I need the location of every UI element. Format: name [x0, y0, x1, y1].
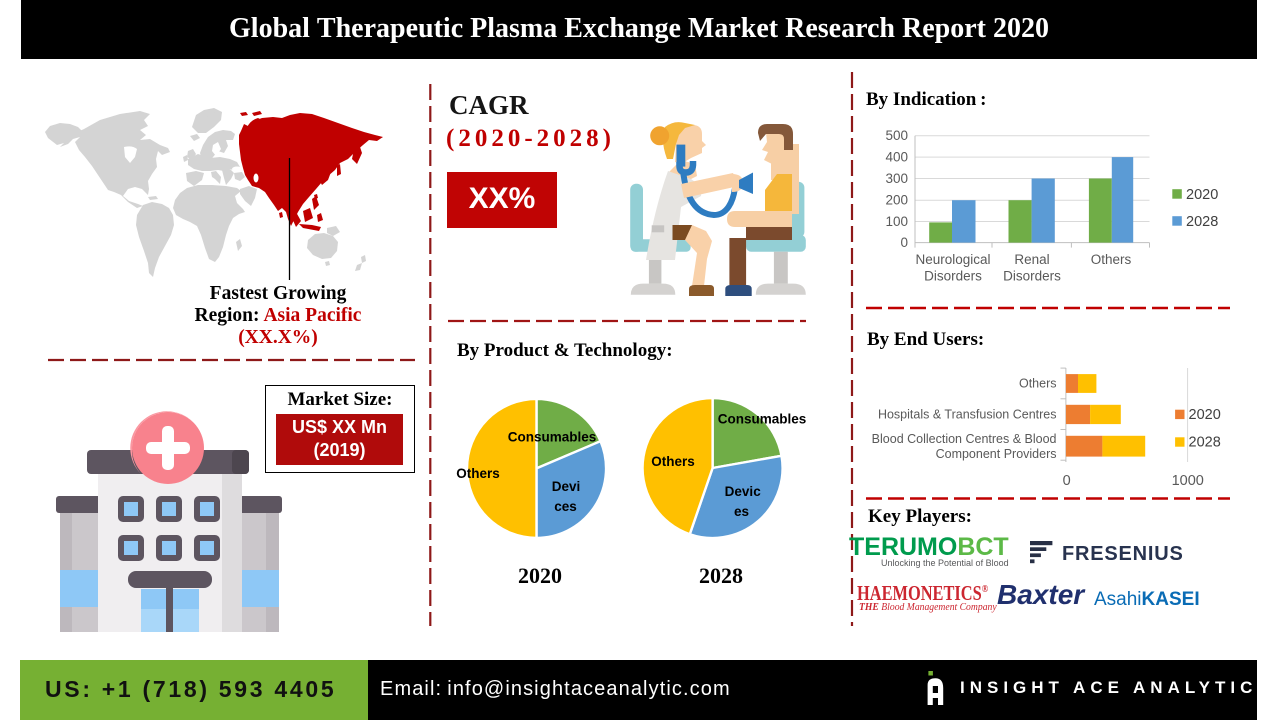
svg-text:400: 400	[885, 150, 908, 165]
svg-text:Devi: Devi	[552, 479, 581, 494]
svg-text:Disorders: Disorders	[924, 269, 982, 284]
svg-text:Devic: Devic	[725, 484, 762, 499]
svg-text:1000: 1000	[1172, 473, 1204, 489]
svg-text:Others: Others	[456, 466, 500, 481]
svg-text:100: 100	[885, 214, 908, 229]
svg-text:Others: Others	[1091, 252, 1132, 267]
svg-text:Others: Others	[651, 454, 695, 469]
svg-text:300: 300	[885, 171, 908, 186]
svg-text:2020: 2020	[1186, 187, 1218, 203]
svg-text:Consumables: Consumables	[508, 430, 597, 445]
svg-text:2028: 2028	[1189, 435, 1221, 451]
svg-text:ces: ces	[554, 499, 577, 514]
svg-text:200: 200	[885, 193, 908, 208]
svg-text:2020: 2020	[1189, 407, 1221, 423]
svg-text:Consumables: Consumables	[718, 412, 807, 427]
svg-text:Others: Others	[1019, 377, 1057, 391]
svg-text:Component Providers: Component Providers	[936, 447, 1057, 461]
svg-text:Neurological: Neurological	[915, 252, 990, 267]
svg-text:500: 500	[885, 128, 908, 143]
svg-text:0: 0	[900, 235, 908, 250]
svg-text:Renal: Renal	[1014, 252, 1049, 267]
svg-text:2028: 2028	[1186, 214, 1218, 230]
svg-text:0: 0	[1063, 473, 1071, 489]
svg-text:Hospitals & Transfusion Centre: Hospitals & Transfusion Centres	[878, 408, 1057, 422]
svg-text:Blood Collection Centres & Blo: Blood Collection Centres & Blood	[872, 432, 1057, 446]
svg-text:Disorders: Disorders	[1003, 269, 1061, 284]
svg-text:es: es	[734, 504, 749, 519]
